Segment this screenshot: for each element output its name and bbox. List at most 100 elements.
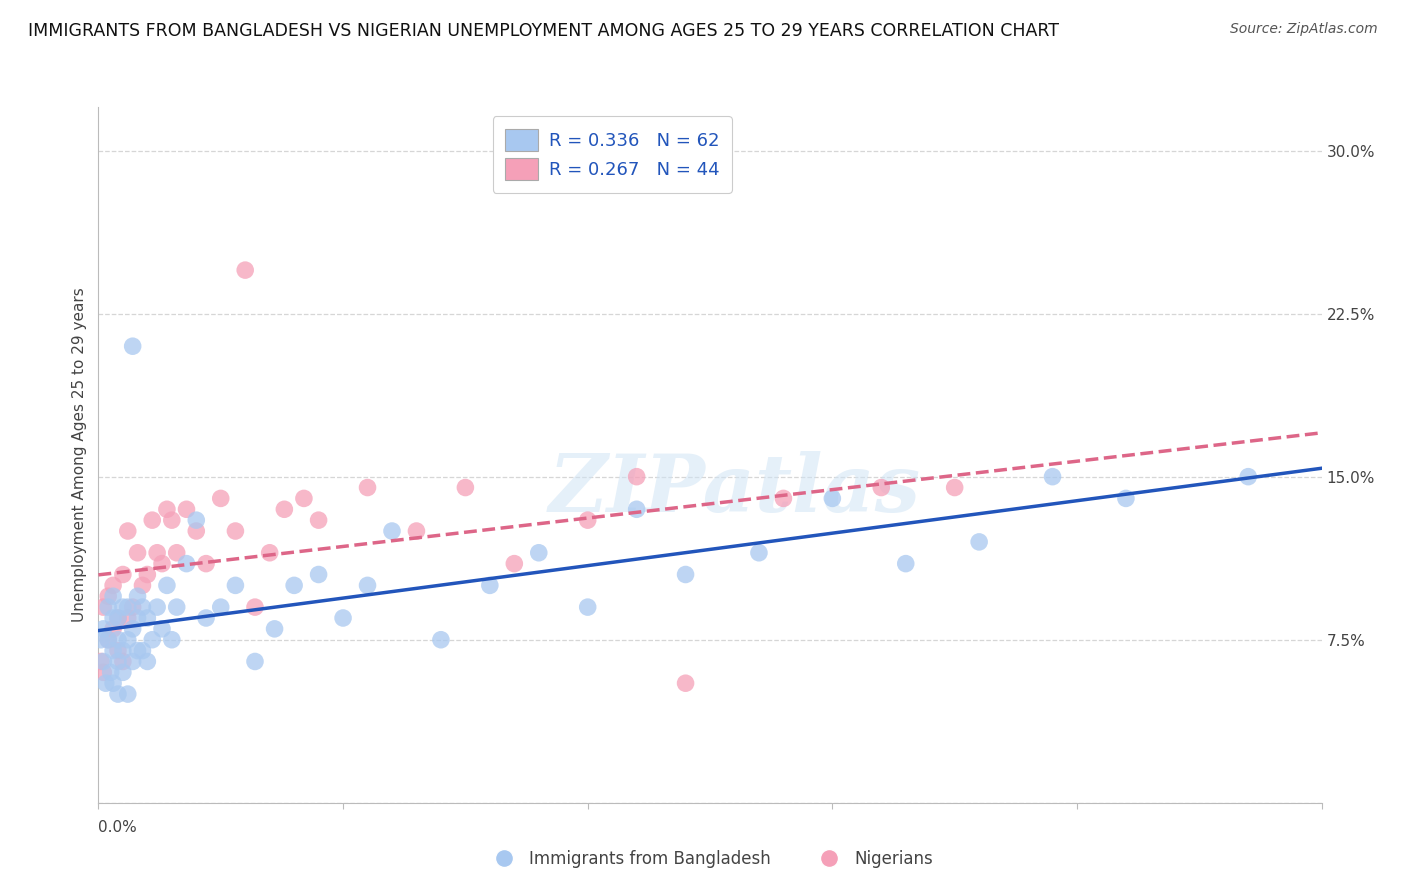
Point	[454, 481, 477, 495]
Point	[748, 546, 770, 560]
Point	[675, 567, 697, 582]
Point	[141, 513, 163, 527]
Point	[576, 600, 599, 615]
Point	[97, 632, 120, 647]
Point	[308, 513, 330, 527]
Point	[131, 600, 153, 615]
Point	[101, 589, 124, 603]
Point	[186, 524, 208, 538]
Text: IMMIGRANTS FROM BANGLADESH VS NIGERIAN UNEMPLOYMENT AMONG AGES 25 TO 29 YEARS CO: IMMIGRANTS FROM BANGLADESH VS NIGERIAN U…	[28, 22, 1059, 40]
Point	[1042, 469, 1064, 483]
Point	[176, 557, 198, 571]
Point	[195, 557, 218, 571]
Point	[117, 687, 139, 701]
Point	[101, 643, 124, 657]
Point	[121, 655, 143, 669]
Point	[127, 643, 149, 657]
Text: Source: ZipAtlas.com: Source: ZipAtlas.com	[1230, 22, 1378, 37]
Point	[90, 655, 112, 669]
Point	[503, 557, 526, 571]
Point	[107, 687, 129, 701]
Point	[273, 502, 295, 516]
Point	[381, 524, 404, 538]
Point	[283, 578, 305, 592]
Point	[131, 643, 153, 657]
Point	[127, 546, 149, 560]
Point	[166, 600, 188, 615]
Point	[405, 524, 427, 538]
Point	[121, 339, 143, 353]
Point	[772, 491, 794, 506]
Point	[107, 611, 129, 625]
Point	[943, 481, 966, 495]
Text: ZIPatlas: ZIPatlas	[548, 451, 921, 528]
Point	[186, 513, 208, 527]
Point	[176, 502, 198, 516]
Point	[243, 655, 266, 669]
Point	[195, 611, 218, 625]
Point	[107, 611, 129, 625]
Point	[136, 567, 159, 582]
Legend: Immigrants from Bangladesh, Nigerians: Immigrants from Bangladesh, Nigerians	[481, 843, 939, 874]
Point	[224, 524, 246, 538]
Point	[97, 589, 120, 603]
Point	[243, 600, 266, 615]
Point	[356, 481, 378, 495]
Point	[156, 502, 179, 516]
Point	[156, 578, 179, 592]
Point	[209, 600, 232, 615]
Point	[107, 643, 129, 657]
Point	[111, 567, 134, 582]
Point	[675, 676, 697, 690]
Point	[101, 676, 124, 690]
Point	[121, 600, 143, 615]
Point	[626, 469, 648, 483]
Text: 0.0%: 0.0%	[98, 821, 138, 835]
Point	[91, 665, 114, 680]
Point	[160, 632, 183, 647]
Point	[166, 546, 188, 560]
Point	[478, 578, 501, 592]
Y-axis label: Unemployment Among Ages 25 to 29 years: Unemployment Among Ages 25 to 29 years	[72, 287, 87, 623]
Point	[233, 263, 256, 277]
Point	[127, 589, 149, 603]
Point	[136, 611, 159, 625]
Point	[117, 524, 139, 538]
Point	[101, 578, 124, 592]
Point	[527, 546, 550, 560]
Point	[1115, 491, 1137, 506]
Point	[870, 481, 893, 495]
Point	[821, 491, 844, 506]
Point	[626, 502, 648, 516]
Point	[131, 578, 153, 592]
Point	[141, 632, 163, 647]
Point	[356, 578, 378, 592]
Point	[101, 622, 124, 636]
Point	[91, 600, 114, 615]
Point	[94, 676, 117, 690]
Point	[894, 557, 917, 571]
Point	[136, 655, 159, 669]
Point	[117, 600, 139, 615]
Point	[117, 632, 139, 647]
Point	[146, 600, 169, 615]
Point	[332, 611, 354, 625]
Point	[117, 611, 139, 625]
Point	[292, 491, 315, 506]
Point	[308, 567, 330, 582]
Point	[150, 557, 173, 571]
Point	[100, 665, 122, 680]
Point	[111, 643, 134, 657]
Point	[107, 655, 129, 669]
Point	[576, 513, 599, 527]
Point	[967, 535, 990, 549]
Point	[146, 546, 169, 560]
Point	[259, 546, 281, 560]
Point	[121, 622, 143, 636]
Point	[101, 611, 124, 625]
Point	[209, 491, 232, 506]
Point	[107, 632, 129, 647]
Point	[160, 513, 183, 527]
Point	[90, 632, 112, 647]
Point	[263, 622, 285, 636]
